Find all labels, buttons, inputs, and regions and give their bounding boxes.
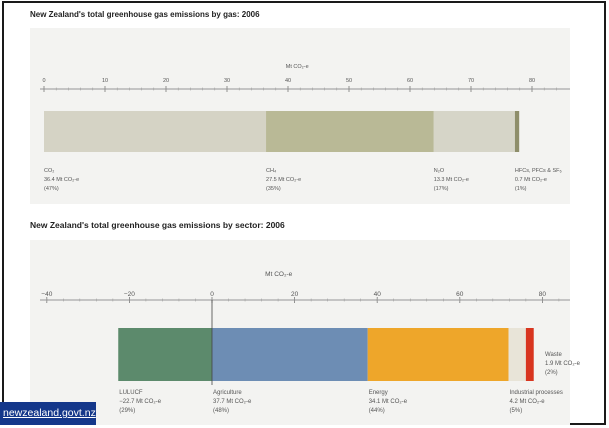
segment-value: 13.3 Mt CO₂-e xyxy=(434,177,469,183)
segment-share: (47%) xyxy=(44,186,59,192)
segment-label: CH₄ xyxy=(266,168,277,174)
axis-title: Mt CO₂-e xyxy=(265,271,292,278)
segment-label: Waste xyxy=(545,352,562,358)
segment-share: (29%) xyxy=(119,408,135,414)
segment-label: Industrial processes xyxy=(510,390,563,396)
segment-value: −22.7 Mt CO₂-e xyxy=(119,399,162,405)
x-tick-label: 20 xyxy=(163,78,169,84)
segment-share: (5%) xyxy=(510,408,523,414)
segment-share: (1%) xyxy=(515,186,527,192)
chart-title-by-sector: New Zealand's total greenhouse gas emiss… xyxy=(30,220,285,230)
segment-share: (35%) xyxy=(266,186,281,192)
x-tick-label: 60 xyxy=(456,291,464,298)
segment-label: N₂O xyxy=(434,168,445,174)
nz-govt-logo[interactable]: newzealand.govt.nz xyxy=(0,402,96,425)
segment-label: Energy xyxy=(369,390,388,396)
bar-segment-energy xyxy=(367,328,509,381)
segment-label: Agriculture xyxy=(213,390,242,396)
segment-value: 1.9 Mt CO₂-e xyxy=(545,361,581,367)
x-tick-label: 40 xyxy=(285,78,291,84)
bar-segment-lulucf xyxy=(118,328,212,381)
segment-share: (17%) xyxy=(434,186,449,192)
segment-label: CO₂ xyxy=(44,168,54,174)
bar-segment-waste xyxy=(525,328,534,381)
x-tick-label: 80 xyxy=(539,291,547,298)
bar-segment-co- xyxy=(44,111,267,152)
x-tick-label: 60 xyxy=(407,78,413,84)
axis-title: Mt CO₂-e xyxy=(286,64,309,70)
bar-segment-ch- xyxy=(266,111,434,152)
x-tick-label: 70 xyxy=(468,78,474,84)
chart-title-by-gas: New Zealand's total greenhouse gas emiss… xyxy=(30,10,260,19)
x-tick-label: 20 xyxy=(291,291,299,298)
segment-value: 0.7 Mt CO₂-e xyxy=(515,177,547,183)
x-tick-label: 50 xyxy=(346,78,352,84)
segment-share: (2%) xyxy=(545,370,558,376)
segment-value: 27.5 Mt CO₂-e xyxy=(266,177,301,183)
x-tick-label: −20 xyxy=(124,291,135,298)
segment-value: 36.4 Mt CO₂-e xyxy=(44,177,79,183)
segment-share: (48%) xyxy=(213,408,229,414)
segment-value: 34.1 Mt CO₂-e xyxy=(369,399,408,405)
bar-segment-industrial-processes xyxy=(508,328,526,381)
x-tick-label: 40 xyxy=(374,291,382,298)
x-tick-label: −40 xyxy=(41,291,52,298)
bar-segment-hfcs-pfcs-sf- xyxy=(514,111,520,152)
x-tick-label: 0 xyxy=(210,291,214,298)
x-tick-label: 80 xyxy=(529,78,535,84)
x-tick-label: 30 xyxy=(224,78,230,84)
segment-label: HFCs, PFCs & SF₆ xyxy=(515,168,562,174)
segment-share: (44%) xyxy=(369,408,385,414)
segment-value: 4.2 Mt CO₂-e xyxy=(510,399,546,405)
segment-label: LULUCF xyxy=(119,390,143,396)
bar-segment-agriculture xyxy=(212,328,368,381)
x-tick-label: 10 xyxy=(102,78,108,84)
segment-value: 37.7 Mt CO₂-e xyxy=(213,399,252,405)
x-tick-label: 0 xyxy=(42,78,45,84)
bar-segment-n-o xyxy=(433,111,515,152)
